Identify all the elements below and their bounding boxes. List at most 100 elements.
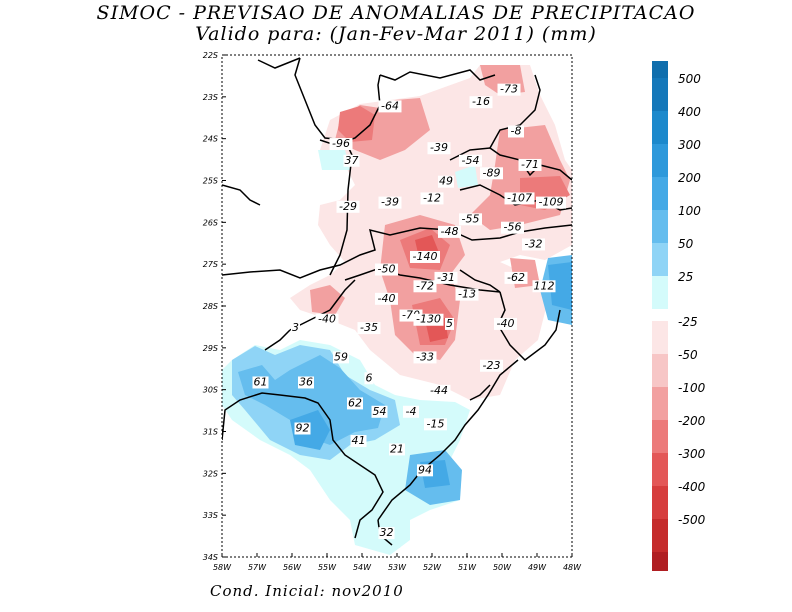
anomaly-value-label: -4 bbox=[406, 405, 417, 418]
anomaly-value-label: 6 bbox=[366, 371, 373, 384]
value-label-bg bbox=[438, 225, 461, 238]
value-label-bg bbox=[420, 192, 444, 205]
anomaly-values: -73 -16 -64 -8 -96 -39 -54 -71 37 -89 49 -107 -109 -1… bbox=[252, 83, 566, 540]
anomaly-value-label: -8 bbox=[511, 124, 522, 137]
lon-tick-label: 54W bbox=[353, 563, 372, 572]
anomaly-value-label: 5 bbox=[446, 317, 453, 330]
anomaly-value-label: 32 bbox=[380, 526, 394, 539]
anomaly-value-label: -35 bbox=[360, 321, 378, 334]
anomaly-value-label: 36 bbox=[299, 375, 313, 388]
value-label-bg bbox=[494, 317, 517, 330]
value-label-bg bbox=[417, 464, 433, 477]
value-label-bg bbox=[469, 96, 493, 109]
lat-tick-label: 25S bbox=[203, 177, 218, 186]
value-label-bg bbox=[413, 351, 437, 364]
anomaly-value-label: -29 bbox=[339, 200, 357, 213]
colorbar-label: 200 bbox=[678, 171, 701, 185]
value-label-bg bbox=[350, 435, 367, 448]
colorbar: 500 400 300 200 100 50 25 -25 -50 -100 -200 -300 -40… bbox=[652, 61, 706, 571]
anomaly-value-label: -32 bbox=[525, 237, 543, 250]
anomaly-value-label: 37 bbox=[345, 154, 359, 167]
anomaly-value-label: 3 bbox=[292, 321, 299, 334]
colorbar-label: 25 bbox=[678, 270, 693, 284]
lon-tick-label: 56W bbox=[283, 563, 302, 572]
value-label-bg bbox=[357, 322, 381, 335]
lat-tick-label: 23S bbox=[203, 93, 218, 102]
lat-tick-label: 34S bbox=[203, 553, 218, 562]
lat-tick-label: 31S bbox=[203, 428, 218, 437]
value-label-bg bbox=[252, 376, 269, 389]
anomaly-value-label: 61 bbox=[254, 375, 268, 388]
anomaly-value-label: 49 bbox=[439, 175, 453, 188]
value-label-bg bbox=[378, 527, 395, 540]
lat-tick-label: 32S bbox=[203, 469, 218, 478]
value-label-bg bbox=[413, 313, 444, 326]
anomaly-value-label: 54 bbox=[373, 405, 387, 418]
anomaly-value-label: -50 bbox=[378, 263, 396, 276]
colorbar-label: 50 bbox=[678, 237, 694, 251]
value-label-bg bbox=[413, 280, 437, 293]
anomaly-value-label: -15 bbox=[427, 417, 445, 430]
anomaly-value-label: -39 bbox=[430, 141, 448, 154]
value-label-bg bbox=[504, 192, 535, 205]
anomaly-value-label: -40 bbox=[378, 292, 396, 305]
colorbar-swatch bbox=[652, 243, 668, 276]
colorbar-label: 300 bbox=[678, 138, 701, 152]
colorbar-label: -50 bbox=[678, 348, 698, 362]
value-label-bg bbox=[459, 154, 482, 167]
value-label-bg bbox=[347, 397, 363, 410]
anomaly-value-label: -72 bbox=[416, 279, 434, 292]
value-label-bg bbox=[480, 167, 503, 180]
colorbar-swatch bbox=[652, 61, 668, 78]
axis-ticks: 22S23S24S25S26S27S28S29S30S31S32S33S34S5… bbox=[203, 51, 582, 572]
anomaly-value-label: -44 bbox=[430, 384, 448, 397]
anomaly-value-label: -48 bbox=[441, 225, 459, 238]
lat-tick-label: 30S bbox=[203, 386, 218, 395]
anomaly-value-label: 59 bbox=[334, 350, 348, 363]
value-label-bg bbox=[504, 271, 528, 284]
lon-tick-label: 48W bbox=[563, 563, 582, 572]
anomaly-value-label: 92 bbox=[296, 422, 310, 435]
value-label-bg bbox=[434, 271, 458, 284]
colorbar-label: -300 bbox=[678, 447, 706, 461]
value-label-bg bbox=[336, 200, 360, 213]
colorbar-swatch bbox=[652, 552, 668, 571]
colorbar-swatch bbox=[652, 387, 668, 420]
anomaly-value-label: -130 bbox=[416, 313, 441, 326]
value-label-bg bbox=[501, 221, 524, 234]
lon-tick-label: 50W bbox=[493, 563, 512, 572]
anomaly-value-label: -13 bbox=[458, 288, 476, 301]
value-label-bg bbox=[438, 175, 454, 188]
value-label-bg bbox=[364, 372, 374, 385]
value-label-bg bbox=[375, 292, 398, 305]
lon-tick-label: 53W bbox=[388, 563, 407, 572]
anomaly-value-label: -64 bbox=[381, 99, 399, 112]
initial-condition-footer: Cond. Inicial: nov2010 bbox=[210, 582, 404, 600]
anomaly-value-label: -31 bbox=[437, 271, 455, 284]
colorbar-swatch bbox=[652, 276, 668, 309]
lat-tick-label: 33S bbox=[203, 511, 218, 520]
anomaly-value-label: 94 bbox=[418, 463, 432, 476]
lat-tick-label: 26S bbox=[203, 218, 218, 227]
anomaly-value-label: 112 bbox=[534, 279, 555, 292]
anomaly-value-label: -54 bbox=[462, 154, 480, 167]
colorbar-label: -25 bbox=[678, 315, 698, 329]
colorbar-label: -100 bbox=[678, 381, 706, 395]
colorbar-label: 400 bbox=[678, 105, 701, 119]
value-label-bg bbox=[403, 405, 419, 418]
colorbar-swatch bbox=[652, 354, 668, 387]
lon-tick-label: 49W bbox=[528, 563, 547, 572]
value-label-bg bbox=[315, 313, 339, 326]
value-label-bg bbox=[333, 351, 349, 364]
value-label-bg bbox=[522, 238, 545, 251]
lon-tick-label: 58W bbox=[213, 563, 232, 572]
anomaly-value-label: -40 bbox=[497, 317, 515, 330]
value-label-bg bbox=[389, 443, 405, 456]
colorbar-label: -400 bbox=[678, 480, 706, 494]
value-label-bg bbox=[343, 154, 360, 167]
colorbar-swatch bbox=[652, 486, 668, 519]
value-label-bg bbox=[459, 213, 482, 226]
lon-tick-label: 51W bbox=[458, 563, 477, 572]
value-label-bg bbox=[329, 138, 353, 151]
